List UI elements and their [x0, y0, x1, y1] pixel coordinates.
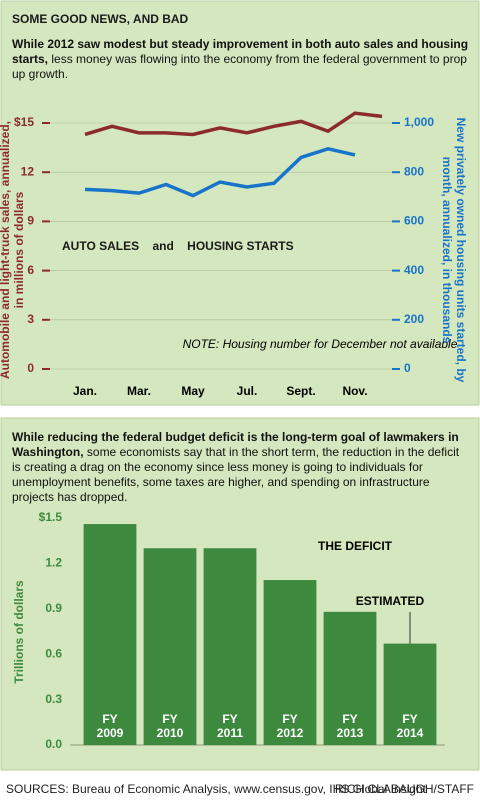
legend-gap	[294, 239, 307, 253]
y-tick-label: 12	[21, 164, 35, 178]
y-tick-label: 1.2	[45, 556, 62, 570]
y-tick-label: 3	[27, 312, 34, 326]
x-tick-label: FY 2009	[96, 712, 124, 740]
intro: While 2012 saw modest but steady improve…	[12, 37, 470, 82]
intro-text: less money was flowing into the economy …	[12, 52, 467, 81]
label-line: New privately owned housing units starte…	[454, 118, 468, 383]
intro-bold: While 2012 saw modest but steady improve…	[12, 37, 469, 66]
y2-tick-label: 1,000	[404, 115, 434, 129]
bar	[323, 611, 377, 745]
y-axis-label: Automobile and light-truck sales, annual…	[0, 121, 26, 379]
bar	[383, 643, 437, 745]
y-tick-label: 0.0	[45, 737, 62, 751]
y2-tick-label: 400	[404, 263, 424, 277]
legend-gap	[139, 239, 152, 253]
label-line: in millions of dollars	[12, 191, 26, 308]
y2-tick-label: 600	[404, 214, 424, 228]
x-tick-label: May	[181, 384, 205, 398]
bar	[143, 548, 197, 745]
x-tick-label: Jan.	[73, 384, 97, 398]
legend-gap	[174, 239, 187, 253]
credit: RICH CLABAUGH/STAFF	[335, 782, 474, 796]
y-tick-label: $15	[14, 115, 34, 129]
chart-title: THE DEFICIT	[318, 539, 393, 553]
intro-bold: While reducing the federal budget defici…	[12, 430, 459, 459]
x-tick-label: FY 2012	[276, 712, 304, 740]
y2-tick-label: 800	[404, 164, 424, 178]
x-tick-label: Mar.	[127, 384, 151, 398]
y2-tick-label: 0	[404, 361, 411, 375]
legend-entry: HOUSING STARTS	[187, 239, 293, 253]
y-tick-label: $1.5	[39, 510, 63, 524]
panel	[0, 0, 480, 406]
bar	[83, 524, 137, 745]
y2-tick-label: 200	[404, 312, 424, 326]
x-tick-label: FY 2013	[336, 712, 364, 740]
y-tick-label: 6	[27, 263, 34, 277]
bar	[203, 548, 257, 745]
legend-entry: AUTO SALES	[62, 239, 139, 253]
note: NOTE: Housing number for December not av…	[183, 337, 458, 351]
title: SOME GOOD NEWS, AND BAD	[12, 12, 189, 26]
x-tick-label: Nov.	[342, 384, 367, 398]
sources: SOURCES: Bureau of Economic Analysis, ww…	[6, 782, 427, 796]
annotation: ESTIMATED	[356, 594, 425, 608]
intro-text: some economists say that in the short te…	[12, 445, 460, 504]
y-axis-label: Trillions of dollars	[12, 580, 26, 684]
x-tick-label: Sept.	[286, 384, 315, 398]
x-tick-label: FY 2014	[396, 712, 424, 740]
y-tick-label: 0.9	[45, 601, 62, 615]
legend-joiner: and	[152, 239, 173, 253]
bar	[263, 580, 317, 745]
y-tick-label: 0.6	[45, 646, 62, 660]
x-tick-label: FY 2010	[156, 712, 184, 740]
legend: AUTO SALES and HOUSING STARTS	[62, 239, 307, 253]
y2-axis-label: New privately owned housing units starte…	[440, 118, 468, 383]
label-line: month, annualized, in thousands	[440, 157, 454, 344]
series-line	[84, 147, 356, 198]
x-tick-label: Jul.	[237, 384, 258, 398]
series-line	[84, 111, 383, 137]
y-tick-label: 9	[27, 214, 34, 228]
intro: While reducing the federal budget defici…	[12, 430, 470, 505]
y-tick-label: 0.3	[45, 692, 62, 706]
x-tick-label: FY 2011	[216, 712, 244, 740]
y-tick-label: 0	[27, 361, 34, 375]
label-line: Automobile and light-truck sales, annual…	[0, 121, 12, 379]
